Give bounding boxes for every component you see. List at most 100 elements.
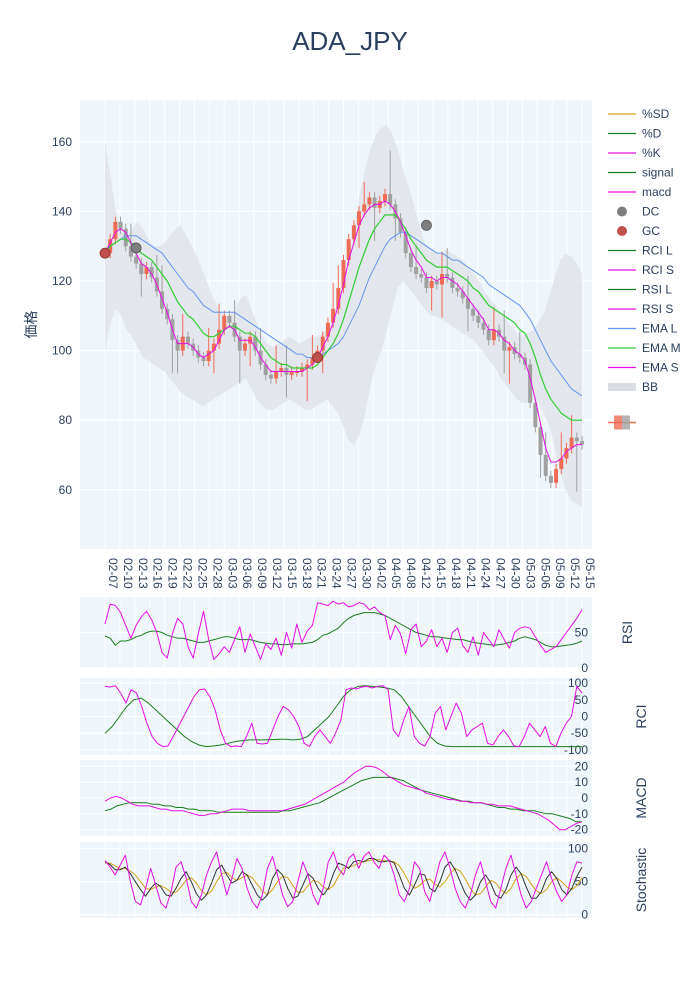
legend-label: RSI L	[642, 283, 672, 297]
y-tick-label: 100	[568, 842, 588, 856]
candle-body	[554, 468, 559, 483]
legend-item[interactable]: macd	[608, 185, 671, 199]
candle-body	[465, 298, 470, 309]
y-tick-label: 160	[52, 135, 72, 149]
legend-item[interactable]: GC	[617, 224, 660, 238]
ema-l-line	[104, 231, 583, 397]
candle-body	[434, 280, 439, 285]
candle-body	[414, 267, 419, 275]
x-tick-label: 05-09	[553, 558, 567, 589]
x-tick-label: 04-12	[419, 558, 433, 589]
legend-item[interactable]: signal	[608, 166, 673, 180]
y-tick-label: 50	[575, 693, 589, 707]
x-tick-label: 02-25	[195, 558, 209, 589]
candle-body	[440, 274, 445, 285]
y-tick-label: 50	[575, 626, 589, 640]
candle-body	[486, 329, 491, 341]
legend-item[interactable]: %K	[608, 146, 661, 160]
candle-body	[331, 308, 336, 323]
dc-marker	[130, 242, 142, 254]
candle-body	[160, 291, 165, 309]
candle-body	[289, 371, 294, 375]
candle-body	[507, 347, 512, 351]
legend-item[interactable]	[608, 415, 636, 430]
legend-item[interactable]: EMA S	[608, 361, 679, 375]
candle-body	[455, 287, 460, 292]
legend-item[interactable]: RCI L	[608, 244, 673, 258]
x-tick-label: 04-05	[389, 558, 403, 589]
legend-label: BB	[642, 380, 658, 394]
legend-item[interactable]: RCI S	[608, 263, 674, 277]
candle-body	[429, 280, 434, 288]
candle-body	[123, 228, 128, 247]
candle-body	[559, 458, 564, 469]
candle-body	[533, 402, 538, 428]
candle-body	[502, 336, 507, 351]
legend-item[interactable]: BB	[608, 380, 658, 394]
candle-body	[222, 315, 227, 330]
x-tick-label: 03-15	[285, 558, 299, 589]
candle-body	[263, 364, 268, 375]
legend-swatch	[622, 415, 630, 430]
candle-body	[580, 441, 584, 445]
candle-body	[403, 232, 408, 254]
y-tick-label: 100	[52, 344, 72, 358]
y-tick-label: 0	[581, 661, 588, 675]
candle-body	[341, 260, 346, 288]
legend-label: RCI S	[642, 263, 674, 277]
legend-label: %SD	[642, 107, 670, 121]
candle-body	[175, 340, 180, 351]
y-axis-title-rsi: RSI	[619, 621, 635, 644]
y-axis-title-rci: RCI	[633, 704, 649, 728]
legend-label: EMA M	[642, 341, 681, 355]
candle-body	[242, 343, 247, 351]
x-tick-label: 02-07	[106, 558, 120, 589]
candle-body	[320, 336, 325, 351]
candle-body	[139, 263, 144, 275]
y-axis-title-stochastic: Stochastic	[633, 848, 649, 913]
rci-l-line	[104, 685, 582, 748]
legend-item[interactable]: EMA L	[608, 322, 678, 336]
x-tick-label: 03-12	[270, 558, 284, 589]
legend-label: %K	[642, 146, 661, 160]
candle-body	[268, 374, 273, 379]
candle-body	[128, 246, 133, 257]
legend-item[interactable]: RSI S	[608, 302, 673, 316]
legend-item[interactable]: EMA M	[608, 341, 681, 355]
legend-item[interactable]: %D	[608, 127, 662, 141]
candle-body	[351, 225, 356, 240]
candle-body	[367, 197, 372, 205]
candle-body	[305, 364, 310, 369]
macd-line	[104, 765, 583, 831]
y-tick-label: 50	[575, 875, 589, 889]
y-tick-label: 0	[581, 791, 588, 805]
legend-item[interactable]: RSI L	[608, 283, 672, 297]
y-tick-label: 100	[568, 676, 588, 690]
candle-body	[201, 357, 206, 362]
candle-body	[113, 221, 118, 240]
x-tick-label: 03-09	[255, 558, 269, 589]
x-tick-label: 03-18	[300, 558, 314, 589]
candle-body	[543, 455, 548, 476]
y-tick-label: 120	[52, 274, 72, 288]
y-tick-label: -50	[571, 726, 589, 740]
legend-label: RCI L	[642, 244, 673, 258]
y-tick-label: -10	[571, 807, 589, 821]
x-tick-label: 04-08	[404, 558, 418, 589]
candle-body	[372, 197, 377, 208]
candle-body	[237, 336, 242, 351]
candle-body	[336, 287, 341, 309]
legend-swatch	[614, 415, 622, 430]
legend-item[interactable]: %SD	[608, 107, 670, 121]
rsi-l-line	[104, 612, 583, 648]
chart-title: ADA_JPY	[292, 26, 408, 56]
dc-marker	[421, 219, 432, 231]
legend-label: macd	[642, 185, 671, 199]
ema-s-line	[104, 200, 582, 463]
y-axis-title-macd: MACD	[633, 777, 649, 818]
x-tick-label: 03-03	[225, 558, 239, 589]
candle-body	[538, 427, 543, 456]
legend-item[interactable]: DC	[617, 205, 660, 219]
y-axis-title-price: 価格	[23, 311, 39, 339]
